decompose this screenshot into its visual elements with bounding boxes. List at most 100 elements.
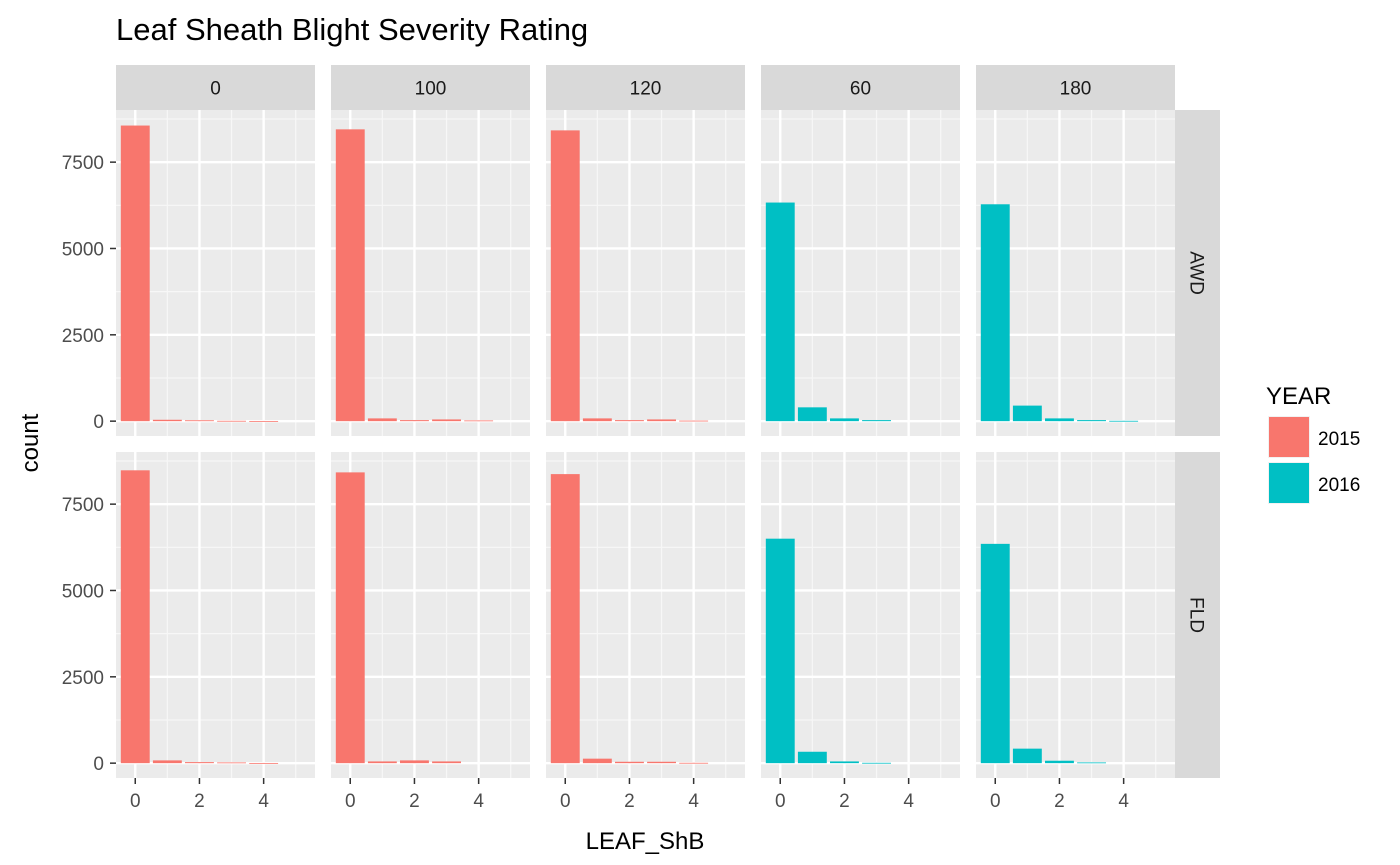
- facet-panel-awd-0: [116, 110, 315, 436]
- column-strip-label: 180: [1060, 79, 1092, 100]
- x-tick-label: 0: [775, 791, 786, 812]
- column-strip-100: [331, 65, 530, 110]
- bar-fld-120-1: [582, 758, 612, 764]
- axes: 0 2500 5000 7500 0 2500 5000 7500 0 2 4 0 2 4 0 2 4 0 2 4 0 2…: [62, 153, 1130, 812]
- bar-awd-0-4: [249, 420, 279, 422]
- bar-fld-60-0: [765, 538, 795, 764]
- bar-fld-60-2: [830, 761, 859, 764]
- bar-awd-0-0: [120, 125, 150, 422]
- bar-awd-100-2: [400, 420, 429, 422]
- column-strip-60: [761, 65, 960, 110]
- x-tick-label: 0: [990, 791, 1001, 812]
- bar-awd-120-2: [615, 420, 644, 422]
- bar-fld-0-1: [152, 760, 182, 764]
- column-strip-label: 120: [630, 79, 662, 100]
- bar-fld-100-1: [367, 761, 397, 764]
- y-tick-label: 5000: [62, 239, 104, 260]
- legend-swatch-2015: [1269, 417, 1309, 457]
- y-tick-label: 7500: [62, 495, 104, 516]
- x-tick-label: 4: [688, 791, 699, 812]
- panel-grid: [116, 110, 1175, 778]
- x-tick-label: 0: [560, 791, 571, 812]
- column-strip-label: 0: [210, 79, 221, 100]
- bar-fld-0-2: [185, 762, 214, 764]
- x-tick-label: 2: [839, 791, 850, 812]
- bar-fld-100-0: [335, 472, 365, 764]
- x-tick-label: 4: [258, 791, 269, 812]
- bar-fld-180-2: [1045, 760, 1074, 764]
- bar-awd-120-4: [679, 420, 709, 422]
- column-strip-label: 100: [415, 79, 447, 100]
- column-strip-180: [976, 65, 1175, 110]
- x-axis-label: LEAF_ShB: [586, 828, 705, 855]
- bar-awd-120-3: [647, 419, 676, 422]
- bar-awd-100-4: [464, 420, 494, 422]
- bar-fld-120-4: [679, 762, 709, 764]
- facet-panel-fld-100: [331, 452, 530, 778]
- bar-fld-100-3: [432, 761, 461, 764]
- bar-awd-120-1: [582, 418, 612, 422]
- row-strip-label: FLD: [1186, 597, 1207, 633]
- x-tick-label: 2: [1054, 791, 1065, 812]
- legend-label: 2015: [1318, 429, 1360, 450]
- bar-awd-60-3: [862, 420, 891, 422]
- facet-panel-fld-180: [976, 452, 1175, 778]
- y-tick-label: 5000: [62, 581, 104, 602]
- column-strip-120: [546, 65, 745, 110]
- y-tick-label: 0: [93, 754, 104, 775]
- bar-fld-180-1: [1012, 748, 1042, 764]
- facet-panel-awd-60: [761, 110, 960, 436]
- bar-awd-180-2: [1045, 418, 1074, 422]
- chart-title: Leaf Sheath Blight Severity Rating: [116, 12, 588, 47]
- bar-fld-0-3: [217, 762, 246, 764]
- row-strip-awd: [1175, 110, 1220, 436]
- facet-panel-fld-60: [761, 452, 960, 778]
- x-tick-label: 4: [1118, 791, 1129, 812]
- bar-awd-180-1: [1012, 405, 1042, 422]
- x-tick-label: 0: [345, 791, 356, 812]
- x-tick-label: 2: [624, 791, 635, 812]
- bar-awd-60-0: [765, 202, 795, 422]
- bar-fld-180-3: [1077, 762, 1106, 764]
- bar-awd-0-3: [217, 420, 246, 422]
- facet-panel-awd-100: [331, 110, 530, 436]
- facet-panel-awd-120: [546, 110, 745, 436]
- row-strip-label: AWD: [1186, 251, 1207, 295]
- bar-awd-100-1: [367, 418, 397, 422]
- facet-panel-fld-120: [546, 452, 745, 778]
- row-strip-fld: [1175, 452, 1220, 778]
- legend-swatch-2016: [1269, 463, 1309, 503]
- legend-title: YEAR: [1266, 383, 1331, 410]
- bar-fld-100-2: [400, 760, 429, 764]
- bar-awd-0-2: [185, 420, 214, 422]
- bar-awd-60-2: [830, 418, 859, 422]
- bar-awd-180-0: [980, 204, 1010, 422]
- bar-fld-120-2: [615, 761, 644, 764]
- facet-panel-awd-180: [976, 110, 1175, 436]
- column-strip-label: 60: [850, 79, 871, 100]
- x-tick-label: 0: [130, 791, 141, 812]
- bar-fld-120-0: [550, 474, 580, 764]
- legend: YEAR 2015 2016: [1266, 383, 1360, 504]
- y-axis-label: count: [17, 413, 44, 472]
- bar-fld-120-3: [647, 761, 676, 764]
- bar-awd-100-3: [432, 419, 461, 422]
- bar-fld-60-1: [797, 751, 827, 764]
- x-tick-label: 2: [409, 791, 420, 812]
- facet-strips: 0 100 120 60 180 AWD FLD: [116, 65, 1220, 778]
- facet-panel-fld-0: [116, 452, 315, 778]
- legend-label: 2016: [1318, 475, 1360, 496]
- x-tick-label: 4: [903, 791, 914, 812]
- bar-awd-60-1: [797, 407, 827, 422]
- bar-fld-180-0: [980, 543, 1010, 764]
- bar-fld-0-4: [249, 762, 279, 764]
- bar-awd-180-4: [1109, 420, 1139, 422]
- bar-awd-180-3: [1077, 420, 1106, 422]
- bar-fld-0-0: [120, 470, 150, 764]
- bar-awd-120-0: [550, 130, 580, 422]
- y-tick-label: 0: [93, 412, 104, 433]
- x-tick-label: 2: [194, 791, 205, 812]
- x-tick-label: 4: [473, 791, 484, 812]
- y-tick-label: 7500: [62, 153, 104, 174]
